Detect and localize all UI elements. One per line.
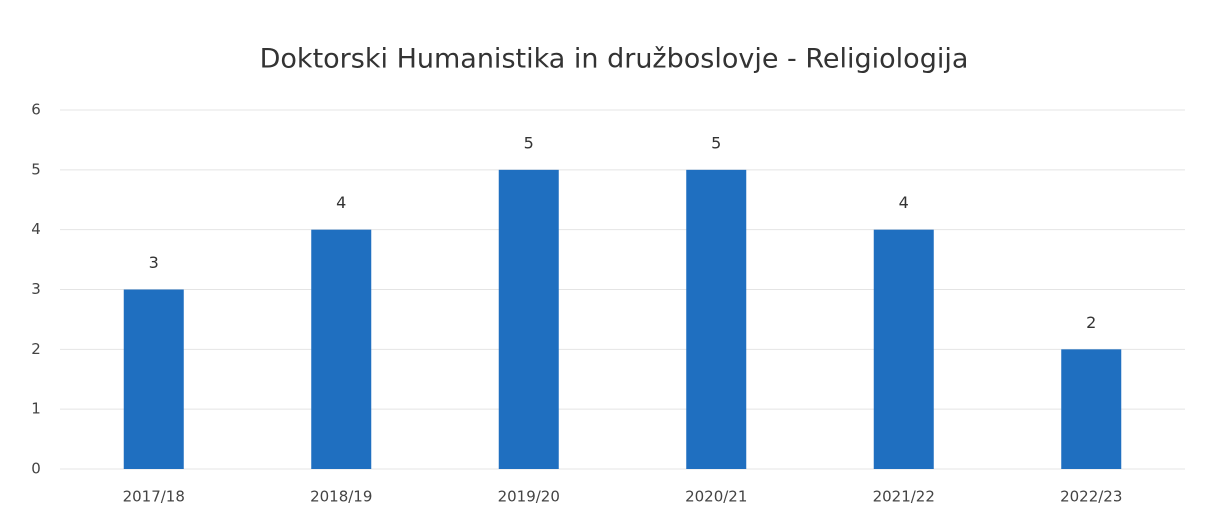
value-label: 2 bbox=[1086, 313, 1096, 332]
x-tick-label: 2020/21 bbox=[685, 488, 747, 506]
value-label: 3 bbox=[149, 253, 159, 272]
x-tick-label: 2021/22 bbox=[873, 488, 935, 506]
value-label: 4 bbox=[336, 193, 346, 212]
bar bbox=[1061, 349, 1122, 469]
bar bbox=[123, 289, 184, 469]
y-tick-label: 1 bbox=[31, 400, 41, 418]
value-label: 5 bbox=[524, 133, 534, 152]
x-tick-label: 2018/19 bbox=[310, 488, 372, 506]
y-tick-label: 3 bbox=[31, 280, 41, 298]
x-tick-label: 2022/23 bbox=[1060, 488, 1122, 506]
y-tick-label: 4 bbox=[31, 220, 41, 238]
value-label: 5 bbox=[711, 133, 721, 152]
bar bbox=[873, 229, 934, 469]
value-label: 4 bbox=[899, 193, 909, 212]
x-tick-label: 2017/18 bbox=[123, 488, 185, 506]
x-tick-label: 2019/20 bbox=[498, 488, 560, 506]
y-tick-label: 0 bbox=[31, 460, 41, 478]
bar bbox=[686, 169, 747, 470]
y-tick-label: 6 bbox=[31, 101, 41, 119]
bar bbox=[498, 169, 559, 470]
bar bbox=[311, 229, 372, 469]
y-tick-label: 5 bbox=[31, 160, 41, 178]
chart-title: Doktorski Humanistika in družboslovje - … bbox=[260, 44, 969, 75]
y-tick-label: 2 bbox=[31, 340, 41, 358]
